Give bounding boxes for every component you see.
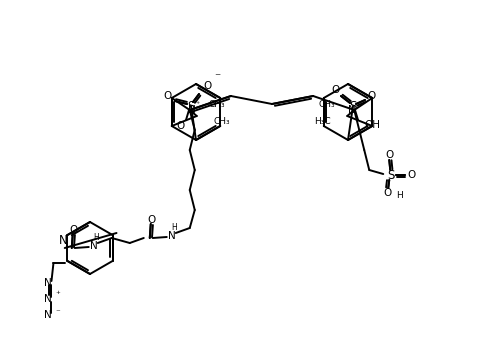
Text: O: O [407, 170, 415, 180]
Text: O: O [176, 121, 184, 131]
Text: O: O [203, 81, 211, 91]
Text: CH₃: CH₃ [319, 100, 336, 108]
Text: O: O [148, 215, 156, 225]
Text: O: O [367, 91, 375, 101]
Text: S: S [387, 169, 395, 182]
Text: O: O [163, 91, 171, 101]
Text: O: O [383, 188, 391, 198]
Text: S: S [187, 100, 195, 112]
Text: ⁻: ⁻ [214, 72, 220, 84]
Text: N: N [44, 310, 52, 320]
Text: N: N [188, 105, 195, 115]
Text: O: O [69, 225, 78, 235]
Text: O: O [385, 150, 393, 160]
Text: H: H [93, 232, 99, 242]
Text: ⁻: ⁻ [55, 309, 60, 318]
Text: OH: OH [364, 120, 380, 130]
Text: S: S [349, 100, 357, 112]
Text: N: N [44, 278, 52, 288]
Text: CH₃: CH₃ [213, 116, 230, 126]
Text: N: N [168, 231, 176, 241]
Text: H: H [171, 223, 177, 232]
Text: N: N [44, 294, 52, 304]
Text: ⁺: ⁺ [196, 100, 200, 108]
Text: H₃C: H₃C [314, 116, 330, 126]
Text: CH₃: CH₃ [208, 100, 225, 108]
Text: N: N [90, 241, 98, 251]
Text: N: N [59, 233, 68, 247]
Text: ⁺: ⁺ [55, 290, 60, 300]
Text: O: O [331, 85, 339, 95]
Text: H: H [396, 190, 403, 199]
Text: N: N [348, 105, 356, 115]
